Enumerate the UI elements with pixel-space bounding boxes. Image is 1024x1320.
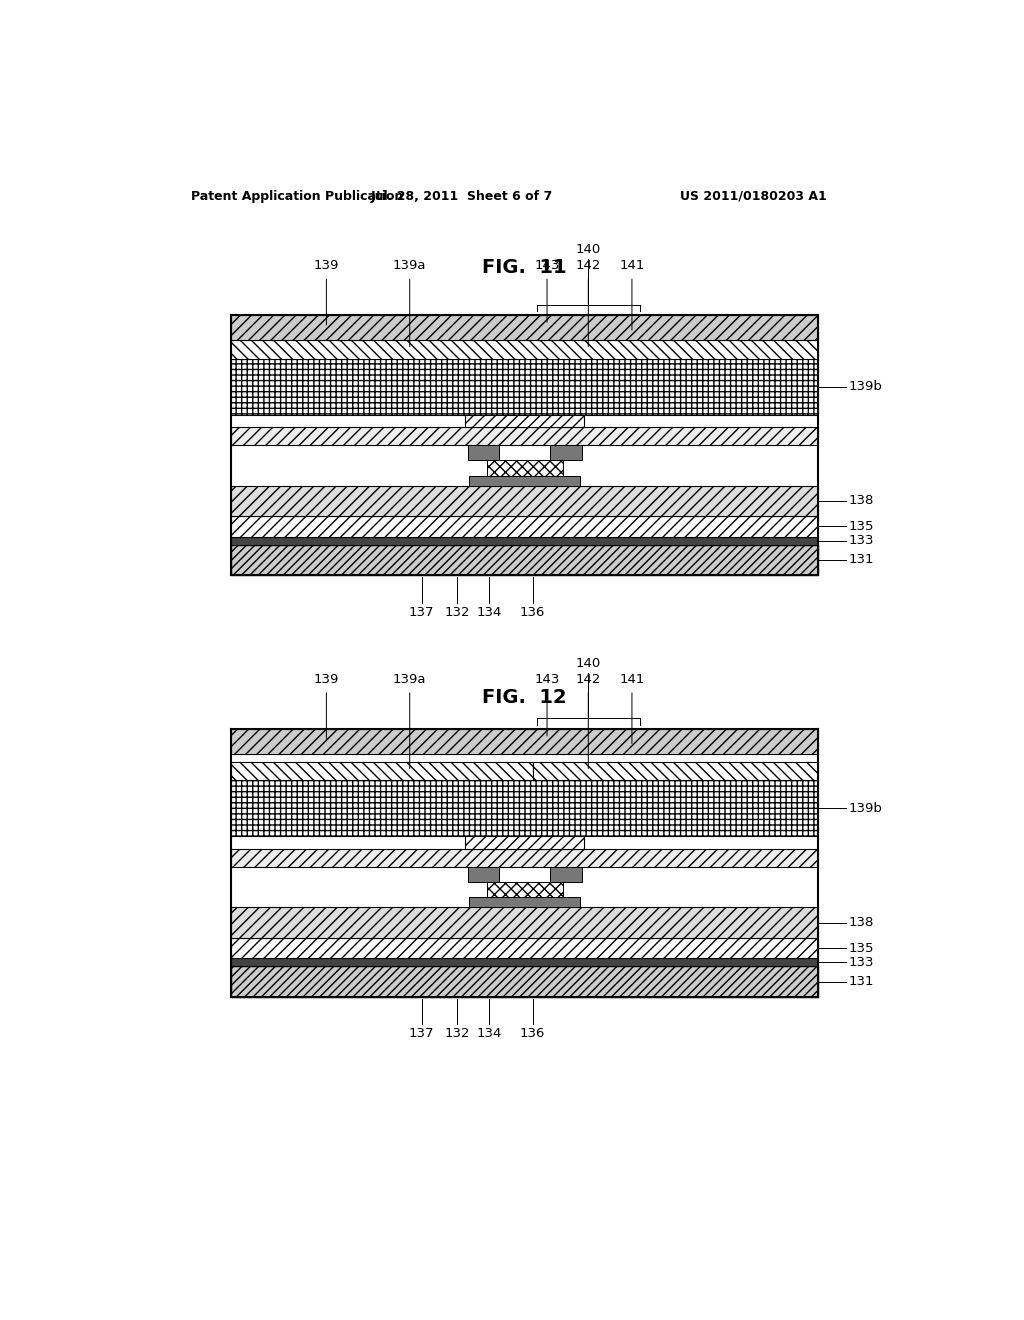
Text: 140: 140 xyxy=(575,243,601,256)
Bar xyxy=(231,341,818,359)
Text: 141: 141 xyxy=(620,673,645,686)
Bar xyxy=(231,315,818,341)
Text: 143: 143 xyxy=(535,673,560,686)
Bar xyxy=(465,837,585,849)
Bar xyxy=(231,907,818,939)
Text: 131: 131 xyxy=(849,975,874,989)
Text: 133: 133 xyxy=(849,956,874,969)
Text: 132: 132 xyxy=(444,1027,470,1040)
Text: 131: 131 xyxy=(849,553,874,566)
Bar xyxy=(231,545,818,576)
Text: FIG.  12: FIG. 12 xyxy=(482,688,567,706)
Text: FIG.  11: FIG. 11 xyxy=(482,257,567,277)
Bar xyxy=(231,359,818,414)
Bar xyxy=(231,939,818,958)
Bar xyxy=(465,414,585,426)
Bar xyxy=(550,867,582,882)
Bar xyxy=(231,729,818,754)
Text: 140: 140 xyxy=(575,656,601,669)
Text: 139: 139 xyxy=(313,259,339,272)
Bar xyxy=(532,762,818,780)
Text: 136: 136 xyxy=(520,1027,546,1040)
Text: Jul. 28, 2011  Sheet 6 of 7: Jul. 28, 2011 Sheet 6 of 7 xyxy=(371,190,552,202)
Text: 143: 143 xyxy=(535,259,560,272)
Text: 136: 136 xyxy=(520,606,546,619)
Bar xyxy=(231,516,818,536)
Text: 133: 133 xyxy=(849,535,874,546)
Bar xyxy=(486,882,563,898)
Bar xyxy=(231,426,818,445)
Bar xyxy=(231,849,818,867)
Text: 132: 132 xyxy=(444,606,470,619)
Text: 142: 142 xyxy=(575,259,601,272)
Text: 134: 134 xyxy=(476,1027,502,1040)
Text: 139b: 139b xyxy=(849,801,883,814)
Text: 141: 141 xyxy=(620,259,645,272)
Bar xyxy=(231,958,818,966)
Text: 135: 135 xyxy=(849,520,874,533)
Text: 139b: 139b xyxy=(849,380,883,393)
Bar xyxy=(550,445,582,461)
Bar xyxy=(231,762,532,780)
Bar xyxy=(468,445,500,461)
Text: 137: 137 xyxy=(409,1027,434,1040)
Bar xyxy=(469,898,581,907)
Text: 138: 138 xyxy=(849,495,873,507)
Text: 139a: 139a xyxy=(393,259,426,272)
Text: 142: 142 xyxy=(575,673,601,686)
Text: 135: 135 xyxy=(849,941,874,954)
Text: 139a: 139a xyxy=(393,673,426,686)
Text: 134: 134 xyxy=(476,606,502,619)
Text: 137: 137 xyxy=(409,606,434,619)
Text: 139: 139 xyxy=(313,673,339,686)
Bar xyxy=(231,966,818,997)
Bar xyxy=(231,486,818,516)
Text: US 2011/0180203 A1: US 2011/0180203 A1 xyxy=(680,190,826,202)
Bar xyxy=(468,867,500,882)
Bar xyxy=(486,461,563,475)
Bar xyxy=(469,475,581,486)
Text: Patent Application Publication: Patent Application Publication xyxy=(191,190,403,202)
Text: 138: 138 xyxy=(849,916,873,929)
Bar xyxy=(231,780,818,837)
Bar xyxy=(231,536,818,545)
